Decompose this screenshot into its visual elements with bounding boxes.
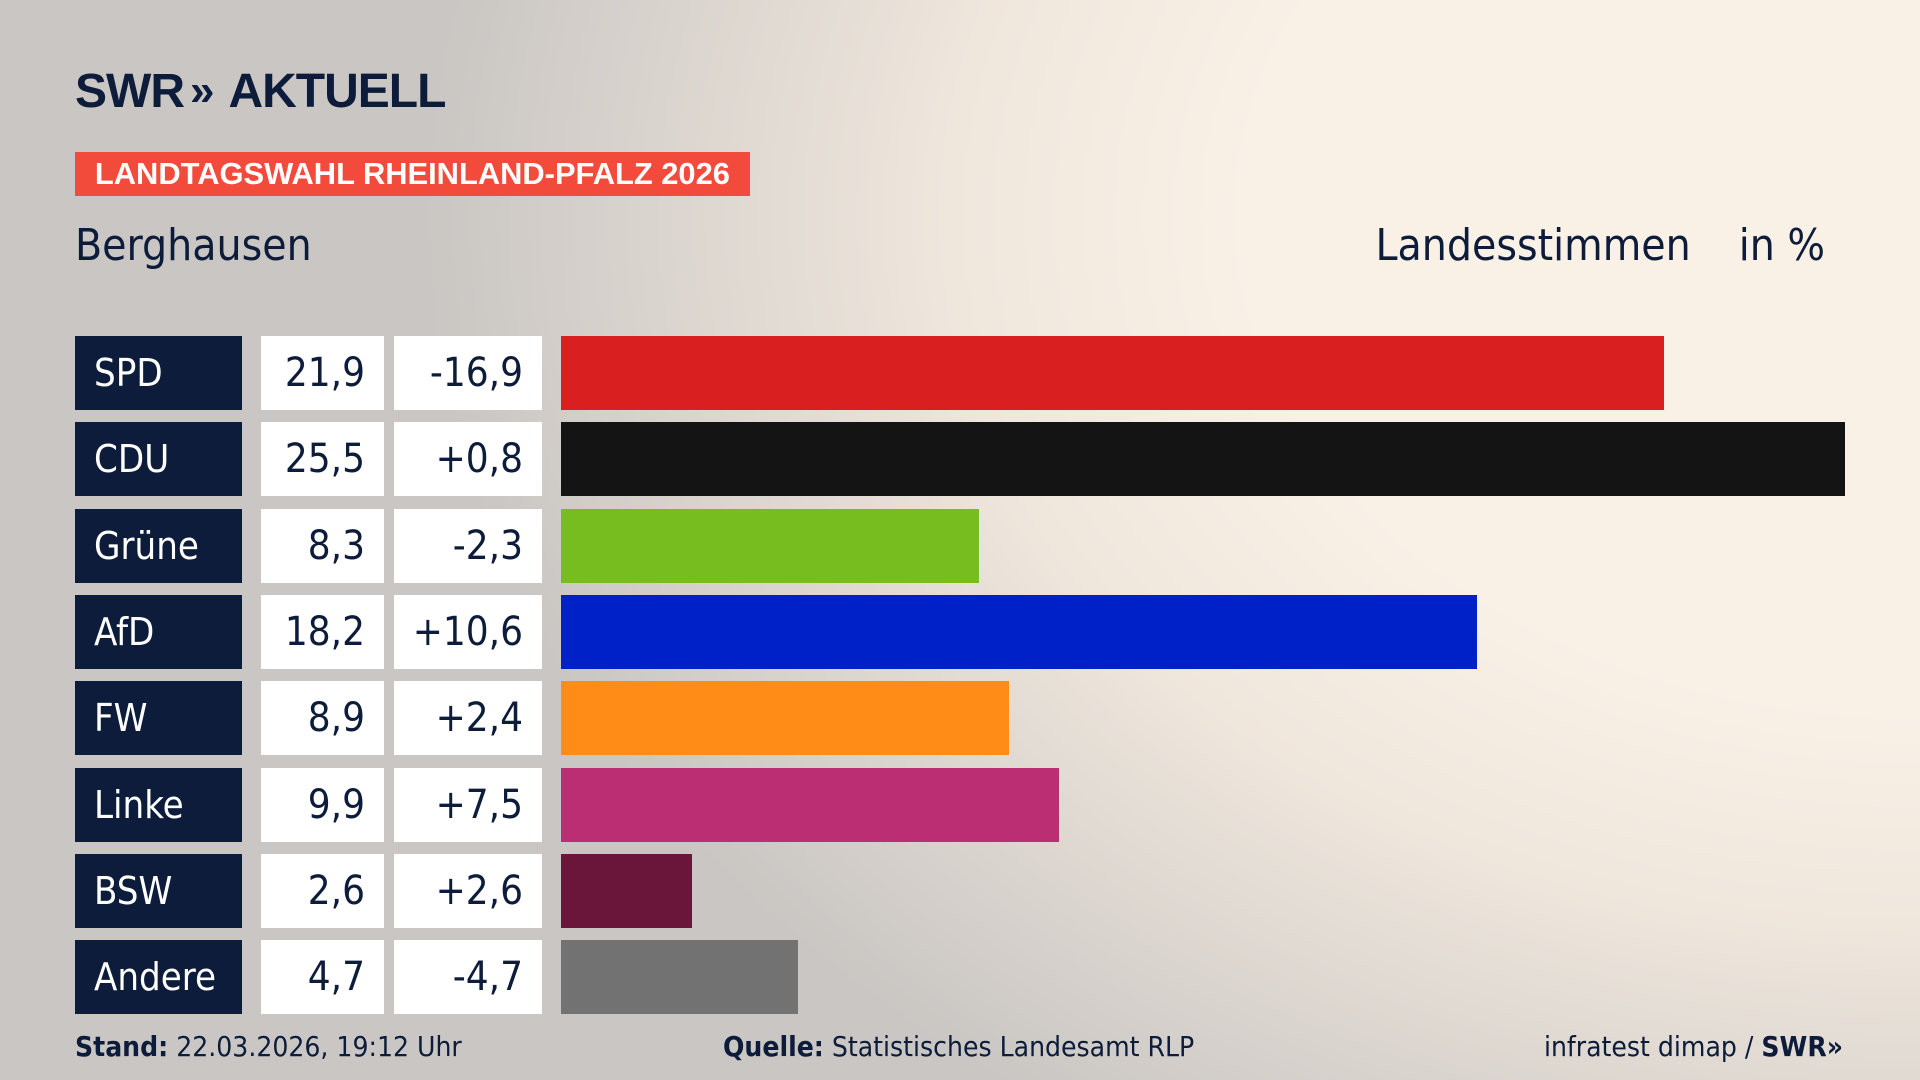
stand-value: 22.03.2026, 19:12 Uhr [176, 1030, 462, 1063]
vote-change-label: +2,4 [394, 681, 542, 756]
logo-chevron-icon: » [189, 66, 215, 115]
vote-change-label: +2,6 [394, 853, 542, 928]
party-label: AfD [75, 594, 242, 669]
unit-label: in % [1738, 220, 1825, 271]
credit: infratest dimap / SWR» [1544, 1030, 1843, 1063]
party-bar [561, 336, 1664, 410]
credit-swr-logo: SWR» [1761, 1030, 1843, 1063]
vote-share-label: 8,3 [261, 508, 384, 583]
party-bar [561, 767, 1060, 842]
party-label: Linke [75, 767, 242, 842]
vote-share-label: 8,9 [261, 681, 384, 756]
source: Quelle: Statistisches Landesamt RLP [723, 1030, 1194, 1063]
party-label: BSW [75, 853, 242, 928]
party-label: FW [75, 681, 242, 756]
source-label: Quelle: [723, 1030, 824, 1063]
election-banner: LANDTAGSWAHL RHEINLAND-PFALZ 2026 [75, 152, 750, 196]
party-label: CDU [75, 422, 242, 497]
vote-change-label: +7,5 [394, 767, 542, 842]
logo-brand: SWR [75, 64, 185, 118]
vote-change-label: -4,7 [394, 940, 542, 1015]
swr-aktuell-logo: SWR » AKTUELL [75, 64, 446, 118]
metric-label: Landesstimmen [1375, 220, 1691, 271]
stand-label: Stand: [75, 1030, 169, 1063]
party-bar [561, 853, 692, 928]
party-bar [561, 681, 1010, 756]
vote-share-label: 21,9 [261, 336, 384, 410]
source-value: Statistisches Landesamt RLP [831, 1030, 1195, 1063]
vote-share-label: 18,2 [261, 594, 384, 669]
timestamp: Stand: 22.03.2026, 19:12 Uhr [75, 1030, 462, 1063]
party-bar [561, 594, 1478, 669]
vote-change-label: +10,6 [394, 594, 542, 669]
party-label: Grüne [75, 508, 242, 583]
vote-share-label: 25,5 [261, 422, 384, 497]
vote-share-label: 2,6 [261, 853, 384, 928]
vote-share-label: 4,7 [261, 940, 384, 1015]
place-title: Berghausen [75, 220, 312, 271]
vote-change-label: -2,3 [394, 508, 542, 583]
party-label: Andere [75, 940, 242, 1015]
party-label: SPD [75, 336, 242, 410]
credit-text: infratest dimap / [1543, 1030, 1754, 1063]
vote-change-label: -16,9 [394, 336, 542, 410]
party-bar [561, 508, 979, 583]
party-bar [561, 422, 1845, 497]
vote-change-label: +0,8 [394, 422, 542, 497]
logo-suffix: AKTUELL [228, 64, 446, 118]
vote-share-label: 9,9 [261, 767, 384, 842]
party-bar [561, 940, 798, 1015]
